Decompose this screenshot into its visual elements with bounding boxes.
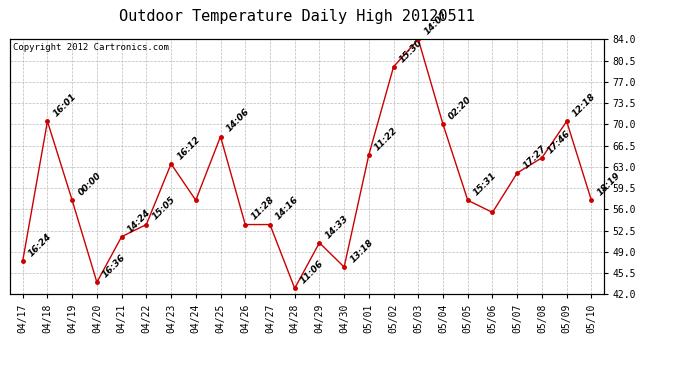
- Text: 16:12: 16:12: [175, 135, 202, 161]
- Text: 16:24: 16:24: [27, 232, 54, 258]
- Text: 17:46: 17:46: [546, 128, 573, 155]
- Text: 16:01: 16:01: [52, 92, 78, 118]
- Text: 14:24: 14:24: [126, 207, 152, 234]
- Text: 17:27: 17:27: [522, 144, 548, 170]
- Text: 14:07: 14:07: [422, 10, 449, 37]
- Text: 15:30: 15:30: [397, 38, 424, 64]
- Text: 11:28: 11:28: [249, 195, 276, 222]
- Text: 16:36: 16:36: [101, 253, 128, 279]
- Text: Copyright 2012 Cartronics.com: Copyright 2012 Cartronics.com: [13, 43, 169, 52]
- Text: 00:00: 00:00: [77, 171, 103, 198]
- Text: Outdoor Temperature Daily High 20120511: Outdoor Temperature Daily High 20120511: [119, 9, 475, 24]
- Text: 13:18: 13:18: [348, 238, 375, 264]
- Text: 14:33: 14:33: [324, 213, 351, 240]
- Text: 15:05: 15:05: [150, 195, 177, 222]
- Text: 18:19: 18:19: [595, 171, 622, 198]
- Text: 11:22: 11:22: [373, 125, 400, 152]
- Text: 15:31: 15:31: [472, 171, 499, 198]
- Text: 11:06: 11:06: [299, 259, 326, 285]
- Text: 02:20: 02:20: [447, 95, 474, 122]
- Text: 12:18: 12:18: [571, 92, 598, 118]
- Text: 14:16: 14:16: [274, 195, 301, 222]
- Text: 14:06: 14:06: [225, 107, 251, 134]
